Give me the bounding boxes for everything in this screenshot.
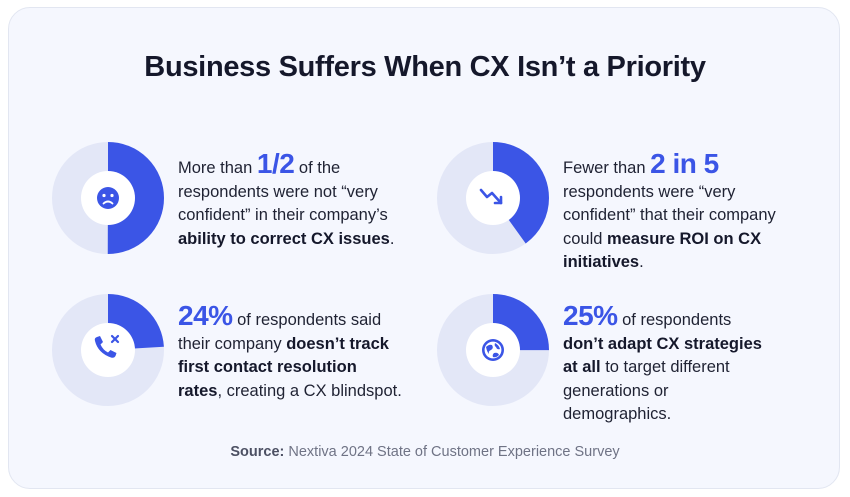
stat-post: to target different generations or demog…	[563, 358, 730, 423]
sad-face-icon	[97, 187, 119, 209]
donut-arc-4	[437, 294, 549, 406]
stat-block-2: Fewer than 2 in 5 respondents were “very…	[437, 142, 837, 271]
donut-chart-4	[437, 294, 549, 406]
donut-hole	[466, 171, 520, 225]
stat-bold: doesn’t track first contact resolution r…	[178, 334, 389, 400]
stat-mid: of respondents said their company	[178, 311, 382, 353]
stat-pre: Fewer than	[563, 159, 651, 177]
donut-chart-2	[437, 142, 549, 254]
stat-post: , creating a CX blindspot.	[217, 381, 402, 400]
source-label: Source:	[230, 444, 285, 460]
source-note: Source: Nextiva 2024 State of Customer E…	[0, 444, 850, 460]
stat-text-4: 25% of respondents don’t adapt CX strate…	[563, 302, 773, 427]
stat-block-3: 24% of respondents said their company do…	[52, 294, 452, 406]
stat-block-1: More than 1/2 of the respondents were no…	[52, 142, 452, 254]
donut-arc-2	[437, 142, 549, 254]
stat-block-4: 25% of respondents don’t adapt CX strate…	[437, 294, 837, 423]
donut-arc-1	[52, 142, 164, 254]
stat-text-2: Fewer than 2 in 5 respondents were “very…	[563, 150, 808, 275]
stat-text-1: More than 1/2 of the respondents were no…	[178, 150, 408, 251]
stat-post: .	[639, 253, 644, 271]
stat-value-3: 24%	[178, 300, 233, 331]
donut-arc-3	[52, 294, 164, 406]
stat-value-4: 25%	[563, 300, 618, 331]
source-text: Nextiva 2024 State of Customer Experienc…	[284, 444, 620, 460]
donut-chart-1	[52, 142, 164, 254]
phone-missed-icon	[94, 334, 120, 358]
trend-down-icon	[479, 188, 503, 205]
stat-bold: measure ROI on CX initiatives	[563, 229, 762, 272]
stat-bold: don’t adapt CX strategies at all	[563, 334, 762, 377]
stat-mid: respondents were “very confident” that t…	[563, 182, 776, 248]
globe-icon	[482, 339, 504, 361]
page-title: Business Suffers When CX Isn’t a Priorit…	[144, 51, 706, 83]
infographic-card	[8, 7, 840, 489]
stat-value-2: 2 in 5	[650, 148, 719, 179]
stat-mid: of the respondents were not “very confid…	[178, 159, 388, 224]
stat-value-1: 1/2	[256, 148, 295, 179]
stat-post: .	[389, 229, 395, 248]
stat-mid: of respondents	[617, 311, 732, 329]
stat-text-3: 24% of respondents said their company do…	[178, 302, 403, 403]
donut-hole	[81, 323, 135, 377]
donut-chart-3	[52, 294, 164, 406]
stat-pre: More than	[178, 159, 257, 177]
stat-bold: ability to correct CX issues	[178, 229, 390, 248]
